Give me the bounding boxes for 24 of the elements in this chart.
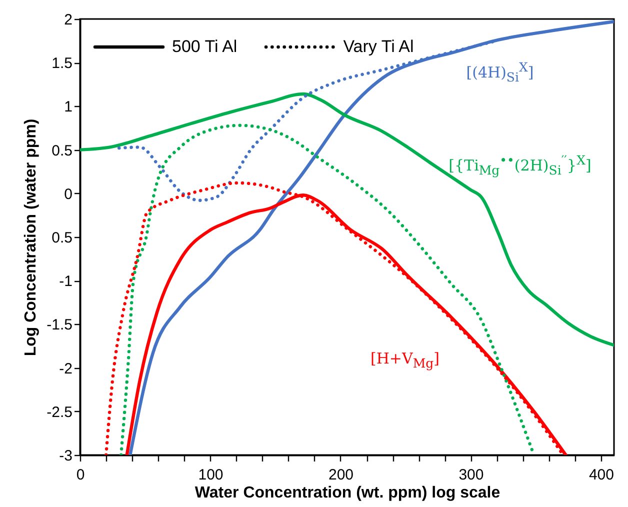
- annotation: Vary Ti Al: [343, 37, 414, 57]
- x-tick-label: 400: [588, 466, 614, 484]
- x-tick-label: 300: [458, 466, 484, 484]
- y-tick-label: -1.5: [46, 316, 72, 334]
- x-tick-label: 100: [198, 466, 224, 484]
- y-tick-label: 0.5: [52, 230, 72, 246]
- y-axis-title: Log Concentration (water ppm): [22, 118, 40, 356]
- series-label: [(4H)$_{Si}$$^{X}$]: [466, 60, 534, 84]
- annotation: 500 Ti Al: [172, 37, 238, 57]
- y-tick-label: 1: [64, 98, 72, 116]
- y-tick-label: 0.5: [52, 142, 72, 160]
- y-tick-label: -1: [59, 273, 72, 290]
- x-axis-title: Water Concentration (wt. ppm) log scale: [194, 484, 500, 502]
- x-tick-label: 0: [76, 466, 85, 484]
- x-tick-label: 200: [328, 466, 354, 484]
- y-tick-label: 2: [64, 12, 72, 28]
- line-series: [80, 92, 614, 347]
- y-tick-label: 0: [64, 186, 72, 203]
- y-tick-label: 1.5: [52, 55, 72, 72]
- y-tick-label: -2.5: [46, 404, 72, 421]
- y-tick-label: -3: [59, 448, 72, 464]
- text: [{Ti$_{Mg}$$^{••}$(2H)$_{Si}$$^{′′}$}$^{X}$]: [448, 152, 592, 178]
- text: [H+V$_{Mg}$]: [370, 350, 440, 370]
- y-tick-label: -2: [59, 360, 72, 378]
